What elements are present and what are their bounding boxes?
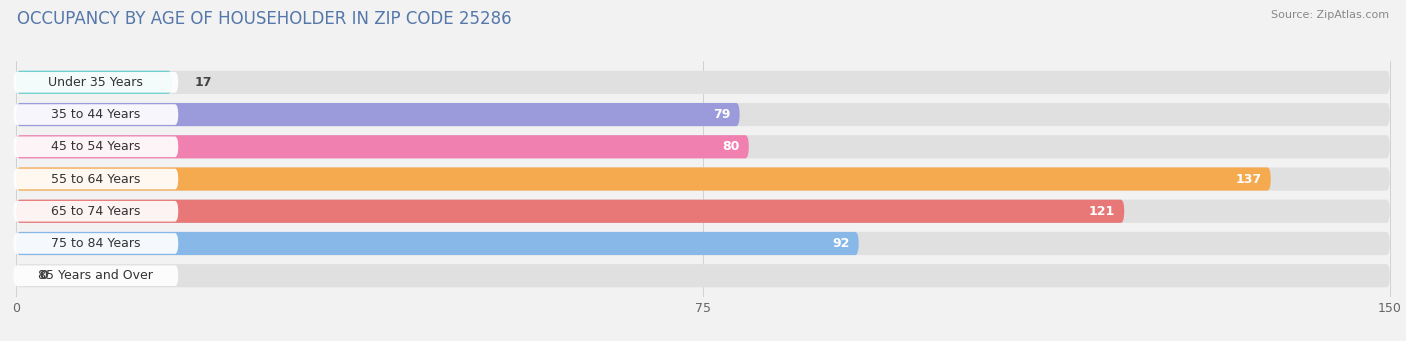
FancyBboxPatch shape xyxy=(17,167,1271,191)
FancyBboxPatch shape xyxy=(17,135,749,159)
FancyBboxPatch shape xyxy=(17,232,1389,255)
Text: 35 to 44 Years: 35 to 44 Years xyxy=(51,108,141,121)
Text: 65 to 74 Years: 65 to 74 Years xyxy=(51,205,141,218)
FancyBboxPatch shape xyxy=(17,167,1389,191)
Text: 55 to 64 Years: 55 to 64 Years xyxy=(51,173,141,186)
Text: OCCUPANCY BY AGE OF HOUSEHOLDER IN ZIP CODE 25286: OCCUPANCY BY AGE OF HOUSEHOLDER IN ZIP C… xyxy=(17,10,512,28)
Text: 85 Years and Over: 85 Years and Over xyxy=(38,269,153,282)
FancyBboxPatch shape xyxy=(17,199,1389,223)
Text: 45 to 54 Years: 45 to 54 Years xyxy=(51,140,141,153)
FancyBboxPatch shape xyxy=(17,199,1125,223)
FancyBboxPatch shape xyxy=(17,71,1389,94)
FancyBboxPatch shape xyxy=(14,265,179,286)
FancyBboxPatch shape xyxy=(17,232,859,255)
FancyBboxPatch shape xyxy=(14,169,179,189)
Text: 121: 121 xyxy=(1088,205,1115,218)
Text: 79: 79 xyxy=(713,108,731,121)
Text: 0: 0 xyxy=(39,269,48,282)
FancyBboxPatch shape xyxy=(14,201,179,222)
FancyBboxPatch shape xyxy=(17,264,1389,287)
FancyBboxPatch shape xyxy=(14,233,179,254)
Text: Under 35 Years: Under 35 Years xyxy=(48,76,143,89)
FancyBboxPatch shape xyxy=(17,103,1389,126)
Text: 17: 17 xyxy=(195,76,212,89)
Text: 137: 137 xyxy=(1236,173,1261,186)
Text: 75 to 84 Years: 75 to 84 Years xyxy=(51,237,141,250)
FancyBboxPatch shape xyxy=(17,135,1389,159)
Text: 80: 80 xyxy=(723,140,740,153)
Text: 92: 92 xyxy=(832,237,849,250)
FancyBboxPatch shape xyxy=(14,72,179,93)
FancyBboxPatch shape xyxy=(14,104,179,125)
FancyBboxPatch shape xyxy=(17,103,740,126)
FancyBboxPatch shape xyxy=(14,136,179,157)
FancyBboxPatch shape xyxy=(17,71,172,94)
Text: Source: ZipAtlas.com: Source: ZipAtlas.com xyxy=(1271,10,1389,20)
